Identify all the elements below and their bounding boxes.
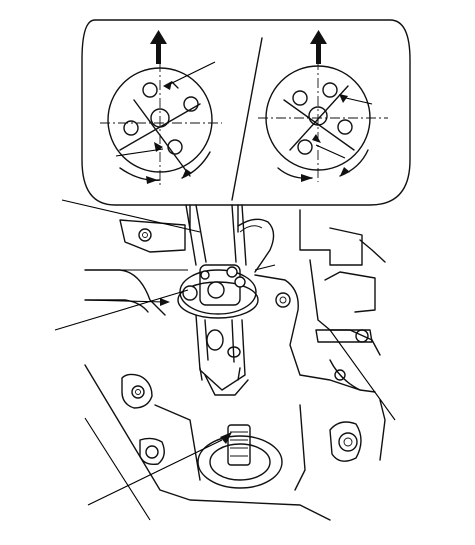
gearbox-pinion: [197, 424, 283, 489]
steering-column-shaft: [119, 204, 363, 273]
leader-lines: [54, 199, 396, 521]
up-arrow-icon-right: [310, 30, 327, 64]
left-alignment-view: [100, 30, 222, 185]
universal-joint: [177, 264, 259, 396]
up-arrow-icon-left: [150, 30, 167, 64]
detail-callout-box: [81, 19, 411, 233]
body-structure: [84, 239, 386, 521]
right-alignment-view: [258, 30, 388, 182]
